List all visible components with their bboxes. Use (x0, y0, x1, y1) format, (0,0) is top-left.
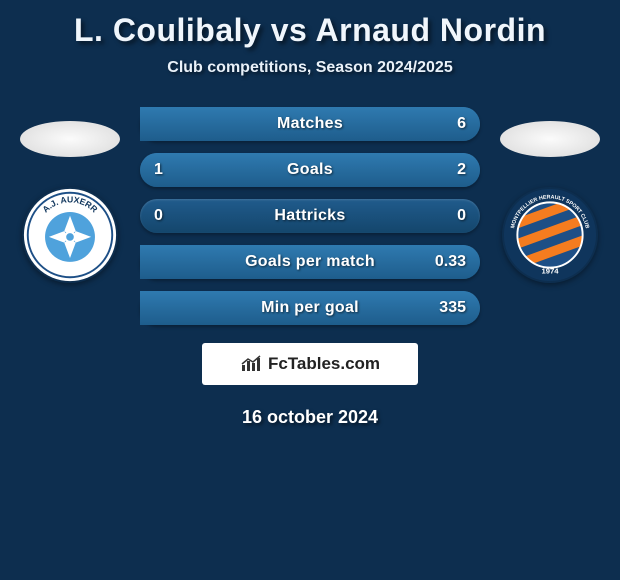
montpellier-badge-icon: MONTPELLIER HERAULT SPORT CLUB 1974 (502, 187, 598, 283)
stat-row: Goals per match0.33 (140, 245, 480, 279)
auxerre-badge-icon: A.J. AUXERR (22, 187, 118, 283)
stat-right-value: 6 (457, 115, 466, 133)
stat-right-value: 0 (457, 207, 466, 225)
stat-label: Goals (140, 161, 480, 179)
stat-row: 0Hattricks0 (140, 199, 480, 233)
stats-column: Matches6 1Goals2 0Hattricks0 Goals per matc… (140, 107, 480, 325)
stat-row: 1Goals2 (140, 153, 480, 187)
stat-label: Matches (140, 115, 480, 133)
brand-text: FcTables.com (268, 354, 380, 374)
date-text: 16 october 2024 (0, 407, 620, 428)
left-player-avatar-placeholder (20, 121, 120, 157)
stat-label: Goals per match (140, 253, 480, 271)
stat-right-value: 2 (457, 161, 466, 179)
stat-row: Matches6 (140, 107, 480, 141)
stat-label: Hattricks (140, 207, 480, 225)
brand-watermark: FcTables.com (202, 343, 418, 385)
subtitle: Club competitions, Season 2024/2025 (0, 59, 620, 77)
page-title: L. Coulibaly vs Arnaud Nordin (0, 0, 620, 49)
stat-right-value: 0.33 (435, 253, 466, 271)
stat-row: Min per goal335 (140, 291, 480, 325)
right-player-column: MONTPELLIER HERAULT SPORT CLUB 1974 (490, 107, 610, 283)
comparison-panel: A.J. AUXERR Matches6 1Goals2 0Hattricks0 Go… (0, 107, 620, 325)
right-club-badge: MONTPELLIER HERAULT SPORT CLUB 1974 (502, 187, 598, 283)
chart-icon (240, 355, 262, 373)
right-club-year: 1974 (541, 266, 559, 275)
stat-right-value: 335 (439, 299, 466, 317)
left-player-column: A.J. AUXERR (10, 107, 130, 283)
left-club-badge: A.J. AUXERR (22, 187, 118, 283)
stat-label: Min per goal (140, 299, 480, 317)
right-player-avatar-placeholder (500, 121, 600, 157)
